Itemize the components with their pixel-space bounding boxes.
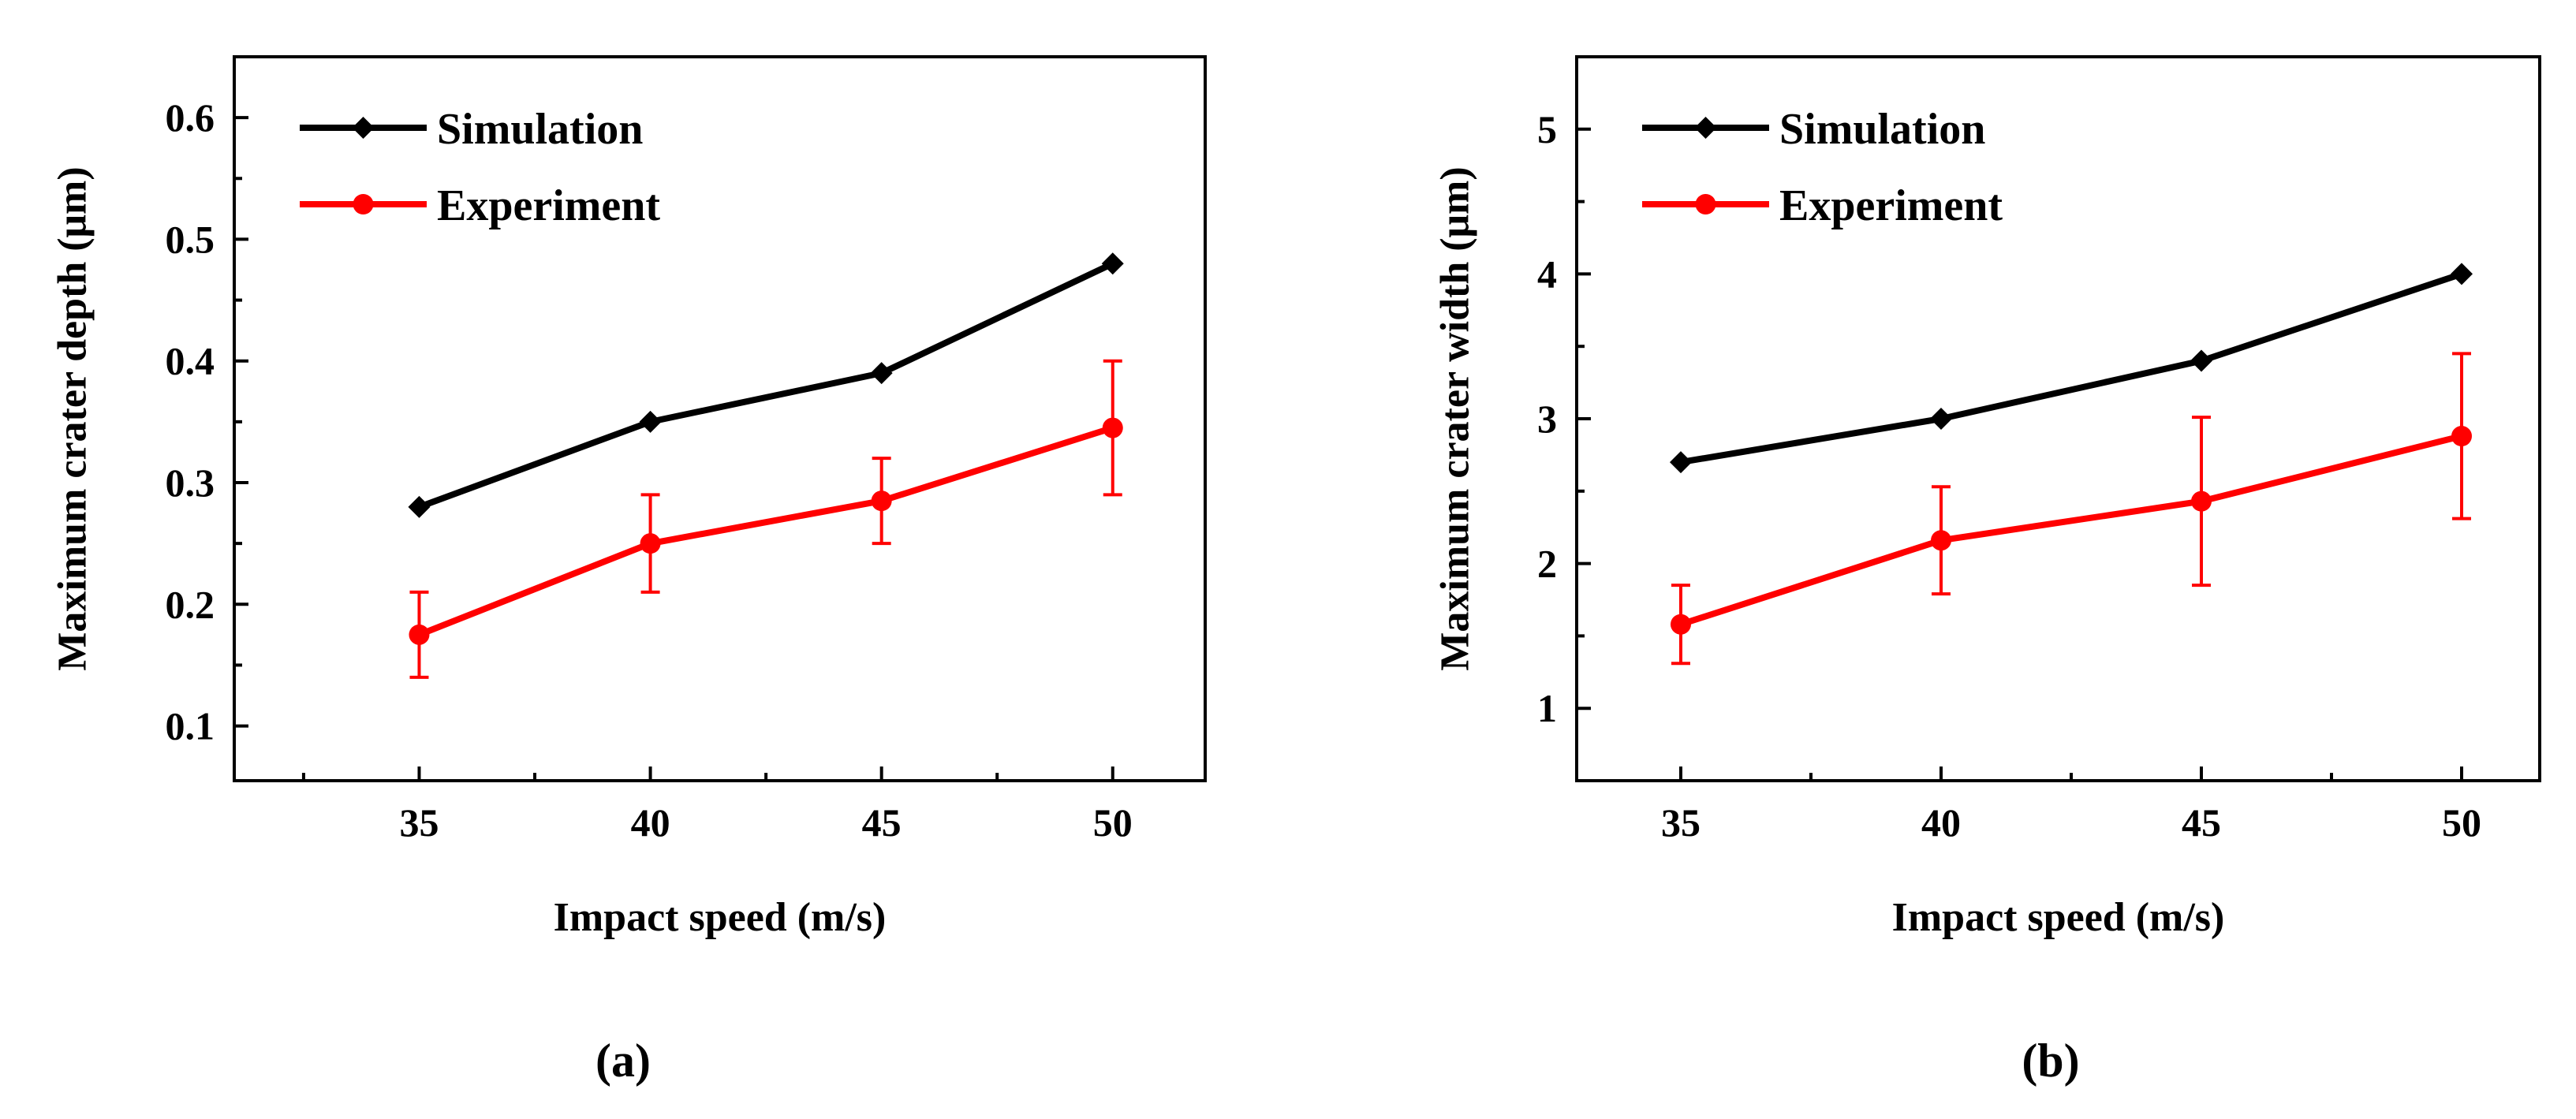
- panel-b-plot-frame: [1575, 55, 2541, 782]
- panel-a-experiment-point: [1102, 417, 1123, 438]
- panel-a-y-tick-label: 0.5: [166, 217, 215, 261]
- panel-b-experiment-line: [1679, 433, 2462, 628]
- panel-b-y-tick-label: 3: [1537, 397, 1557, 441]
- panel-a-experiment-point: [409, 624, 430, 645]
- panel-b-simulation-line: [1680, 270, 2463, 466]
- panel-b-x-tick-label: 45: [2182, 800, 2221, 845]
- panel-b-y-axis-label: Maximum crater width (μm): [1433, 166, 1478, 670]
- panel-a-legend-experiment-label: Experiment: [437, 181, 660, 230]
- panel-b-simulation-point: [2190, 349, 2212, 372]
- panel-a-chart: 35 40 45 50 0.1 0.2 0.3 0.4 0.5 0.6 Impact speed (…: [50, 55, 1207, 1087]
- panel-b-y-tick-label: 5: [1537, 107, 1557, 151]
- panel-a-legend-simulation-marker: [352, 117, 375, 139]
- panel-b-legend-experiment-label: Experiment: [1779, 181, 2003, 230]
- panel-a-simulation-point: [408, 495, 431, 518]
- panel-b-y-tick-label: 2: [1537, 542, 1557, 586]
- panel-a-y-tick-label: 0.6: [166, 95, 215, 140]
- panel-a-legend-experiment-marker: [353, 194, 374, 214]
- panel-b-y-tick-label: 4: [1537, 252, 1557, 296]
- panel-a-simulation-point: [870, 362, 893, 385]
- panel-b-label: (b): [2022, 1035, 2079, 1087]
- panel-a-simulation-line: [418, 260, 1114, 510]
- panel-a-x-tick-label: 45: [862, 800, 902, 845]
- panel-a-simulation-point: [1101, 252, 1124, 275]
- panel-a-y-axis-label: Maximum crater depth (μm): [50, 166, 95, 670]
- panel-b-x-tick-label: 50: [2442, 800, 2481, 845]
- panel-a-y-tick-label: 0.4: [166, 339, 215, 383]
- panel-b-experiment-point: [1931, 530, 1951, 551]
- panel-b-x-axis-label: Impact speed (m/s): [1892, 895, 2225, 940]
- panel-b-y-tick-label: 1: [1537, 686, 1557, 730]
- panel-b-x-tick-label: 35: [1661, 800, 1701, 845]
- panel-a-plot-frame: [233, 55, 1207, 782]
- panel-b-simulation-point: [1930, 408, 1952, 430]
- panel-a-experiment-point: [871, 490, 892, 512]
- panel-b-legend-simulation-marker: [1694, 117, 1717, 139]
- panel-a-y-tick-label: 0.1: [166, 704, 215, 748]
- panel-a-x-axis-label: Impact speed (m/s): [554, 895, 887, 940]
- panel-a-x-tick-label: 50: [1093, 800, 1133, 845]
- panel-a-simulation-point: [639, 410, 662, 433]
- panel-a-x-tick-label: 40: [631, 800, 670, 845]
- panel-a-y-tick-label: 0.2: [166, 582, 215, 626]
- panel-a-legend-simulation-label: Simulation: [437, 105, 643, 154]
- panel-b-legend-simulation-label: Simulation: [1779, 105, 1985, 154]
- panel-a-x-tick-label: 35: [399, 800, 439, 845]
- panel-b-experiment-point: [1671, 614, 1691, 635]
- panel-b-x-tick-label: 40: [1921, 800, 1961, 845]
- panel-a-experiment-point: [640, 533, 661, 554]
- panel-a-label: (a): [595, 1035, 651, 1087]
- panel-b-experiment-point: [2451, 426, 2472, 447]
- panel-b-experiment-point: [2191, 490, 2212, 512]
- panel-b-simulation-point: [2451, 263, 2473, 285]
- panel-a-y-tick-label: 0.3: [166, 461, 215, 505]
- panel-b-legend-experiment-marker: [1695, 194, 1716, 214]
- panel-b-simulation-point: [1670, 451, 1692, 474]
- panel-a-experiment-line: [418, 424, 1114, 638]
